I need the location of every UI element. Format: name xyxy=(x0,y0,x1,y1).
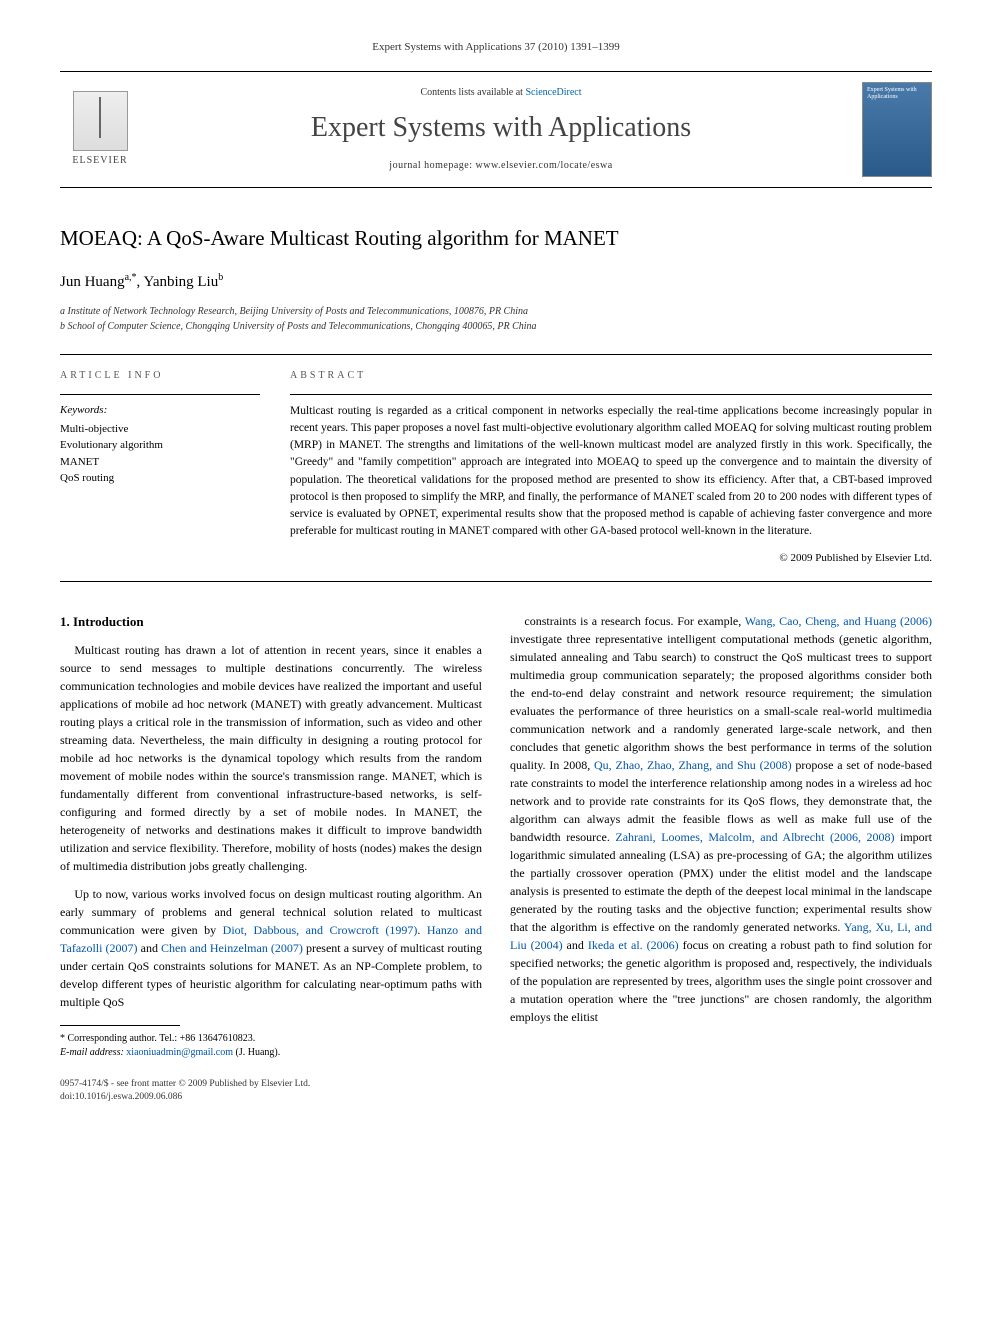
body-text: . xyxy=(417,923,427,937)
abstract-text: Multicast routing is regarded as a criti… xyxy=(290,403,932,541)
body-text: investigate three representative intelli… xyxy=(510,632,932,772)
article-title: MOEAQ: A QoS-Aware Multicast Routing alg… xyxy=(60,223,932,253)
keyword-item: Evolutionary algorithm xyxy=(60,437,260,454)
affiliations: a Institute of Network Technology Resear… xyxy=(60,304,932,334)
homepage-url[interactable]: www.elsevier.com/locate/eswa xyxy=(476,160,613,171)
author-2: Yanbing Liu xyxy=(143,274,218,290)
body-text: and xyxy=(563,938,588,952)
affiliation-b: b School of Computer Science, Chongqing … xyxy=(60,319,932,334)
author-2-affil-sup: b xyxy=(218,272,223,283)
page-footer: 0957-4174/$ - see front matter © 2009 Pu… xyxy=(60,1078,932,1105)
article-body: 1. Introduction Multicast routing has dr… xyxy=(60,612,932,1061)
contents-prefix: Contents lists available at xyxy=(420,87,522,98)
citation-link[interactable]: Zahrani, Loomes, Malcolm, and Albrecht (… xyxy=(615,830,894,844)
footnote-separator xyxy=(60,1025,180,1026)
publisher-logo: ELSEVIER xyxy=(60,84,140,174)
section-1-heading: 1. Introduction xyxy=(60,612,482,632)
keyword-item: MANET xyxy=(60,454,260,471)
keyword-item: QoS routing xyxy=(60,470,260,487)
keywords-list: Multi-objective Evolutionary algorithm M… xyxy=(60,421,260,487)
corresponding-author-note: * Corresponding author. Tel.: +86 136476… xyxy=(60,1032,482,1046)
body-text: and xyxy=(138,941,162,955)
masthead: ELSEVIER Contents lists available at Sci… xyxy=(60,71,932,188)
abstract-divider xyxy=(290,394,932,395)
journal-title: Expert Systems with Applications xyxy=(140,108,862,149)
body-paragraph: constraints is a research focus. For exa… xyxy=(510,612,932,1026)
author-1: Jun Huang xyxy=(60,274,125,290)
keywords-label: Keywords: xyxy=(60,403,260,419)
running-header: Expert Systems with Applications 37 (201… xyxy=(60,40,932,56)
citation-link[interactable]: Diot, Dabbous, and Crowcroft (1997) xyxy=(223,923,418,937)
info-divider xyxy=(60,394,260,395)
author-1-affil-sup: a,* xyxy=(125,272,137,283)
doi-line: doi:10.1016/j.eswa.2009.06.086 xyxy=(60,1091,932,1104)
journal-homepage-line: journal homepage: www.elsevier.com/locat… xyxy=(140,159,862,174)
email-suffix: (J. Huang). xyxy=(236,1047,281,1058)
footnotes: * Corresponding author. Tel.: +86 136476… xyxy=(60,1032,482,1060)
sciencedirect-link[interactable]: ScienceDirect xyxy=(525,87,581,98)
info-abstract-row: ARTICLE INFO Keywords: Multi-objective E… xyxy=(60,354,932,581)
author-list: Jun Huanga,*, Yanbing Liub xyxy=(60,271,932,294)
author-email-link[interactable]: xiaoniuadmin@gmail.com xyxy=(126,1047,233,1058)
body-text: import logarithmic simulated annealing (… xyxy=(510,830,932,934)
homepage-prefix: journal homepage: xyxy=(389,160,472,171)
body-text: constraints is a research focus. For exa… xyxy=(524,614,744,628)
email-label: E-mail address: xyxy=(60,1047,124,1058)
email-line: E-mail address: xiaoniuadmin@gmail.com (… xyxy=(60,1046,482,1060)
journal-cover-thumbnail: Expert Systems with Applications xyxy=(862,82,932,177)
abstract-copyright: © 2009 Published by Elsevier Ltd. xyxy=(290,551,932,567)
article-info-block: ARTICLE INFO Keywords: Multi-objective E… xyxy=(60,369,260,566)
masthead-center: Contents lists available at ScienceDirec… xyxy=(140,86,862,174)
article-info-heading: ARTICLE INFO xyxy=(60,369,260,384)
citation-link[interactable]: Ikeda et al. (2006) xyxy=(588,938,679,952)
body-paragraph: Multicast routing has drawn a lot of att… xyxy=(60,641,482,875)
citation-link[interactable]: Qu, Zhao, Zhao, Zhang, and Shu (2008) xyxy=(594,758,792,772)
issn-line: 0957-4174/$ - see front matter © 2009 Pu… xyxy=(60,1078,932,1091)
contents-available-line: Contents lists available at ScienceDirec… xyxy=(140,86,862,101)
abstract-heading: ABSTRACT xyxy=(290,369,932,384)
abstract-block: ABSTRACT Multicast routing is regarded a… xyxy=(290,369,932,566)
citation-link[interactable]: Wang, Cao, Cheng, and Huang (2006) xyxy=(745,614,932,628)
body-paragraph: Up to now, various works involved focus … xyxy=(60,885,482,1011)
affiliation-a: a Institute of Network Technology Resear… xyxy=(60,304,932,319)
citation-link[interactable]: Chen and Heinzelman (2007) xyxy=(161,941,303,955)
elsevier-tree-icon xyxy=(73,91,128,151)
keyword-item: Multi-objective xyxy=(60,421,260,438)
publisher-label: ELSEVIER xyxy=(72,154,127,169)
